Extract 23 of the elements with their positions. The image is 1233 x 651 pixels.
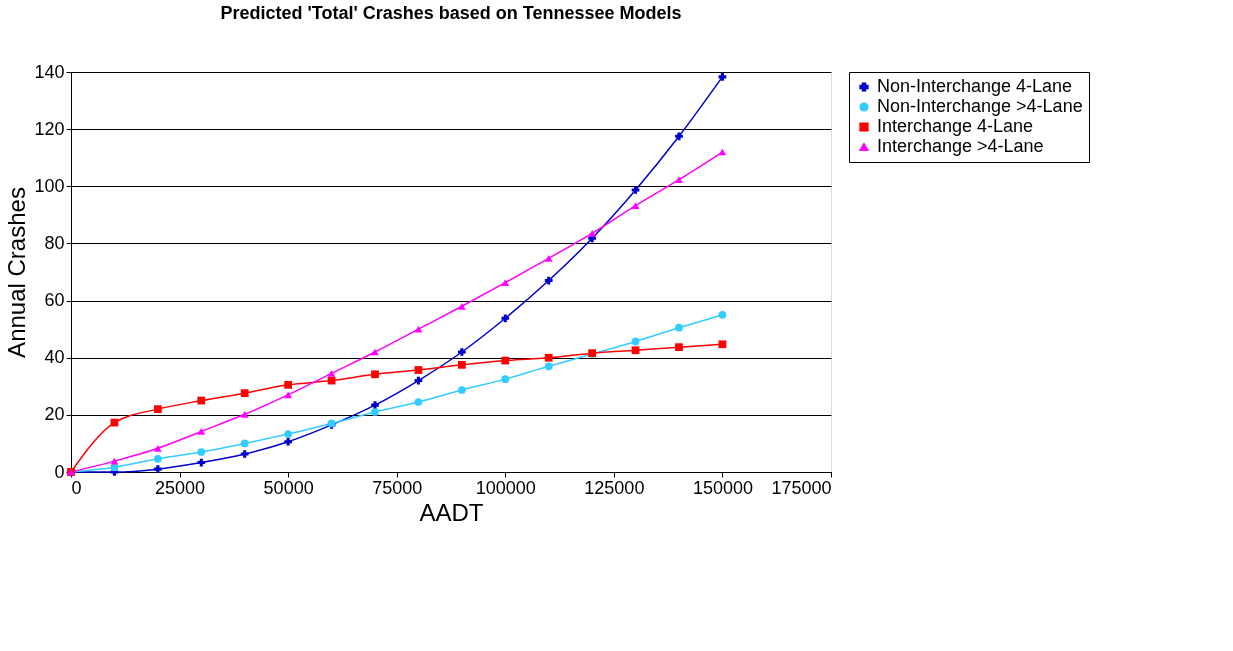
legend-label: Interchange >4-Lane	[877, 136, 1044, 156]
y-tick-label: 120	[34, 118, 65, 139]
x-tick-label: 75000	[372, 477, 423, 498]
x-tick-label: 100000	[475, 477, 536, 498]
y-tick-label: 100	[34, 175, 65, 196]
legend-label: Interchange 4-Lane	[877, 116, 1034, 136]
x-tick-label: 150000	[692, 477, 753, 498]
y-tick-label: 40	[44, 347, 65, 368]
x-axis-title: AADT	[419, 498, 484, 526]
y-tick-label: 140	[34, 61, 65, 82]
x-tick-label: 0	[71, 477, 82, 498]
x-tick-label: 50000	[263, 477, 314, 498]
chart-title: Predicted 'Total' Crashes based on Tennessee Models	[220, 3, 682, 23]
x-tick-label: 25000	[155, 477, 206, 498]
y-tick-label: 80	[44, 232, 65, 253]
y-tick-label: 20	[44, 404, 65, 425]
x-tick-label: 125000	[584, 477, 645, 498]
legend-label: Non-Interchange 4-Lane	[877, 76, 1073, 96]
y-tick-label: 0	[54, 461, 65, 482]
y-axis-title: Annual Crashes	[3, 187, 31, 358]
x-tick-label: 175000	[771, 477, 832, 498]
y-tick-label: 60	[44, 290, 65, 311]
legend-label: Non-Interchange >4-Lane	[877, 96, 1083, 116]
